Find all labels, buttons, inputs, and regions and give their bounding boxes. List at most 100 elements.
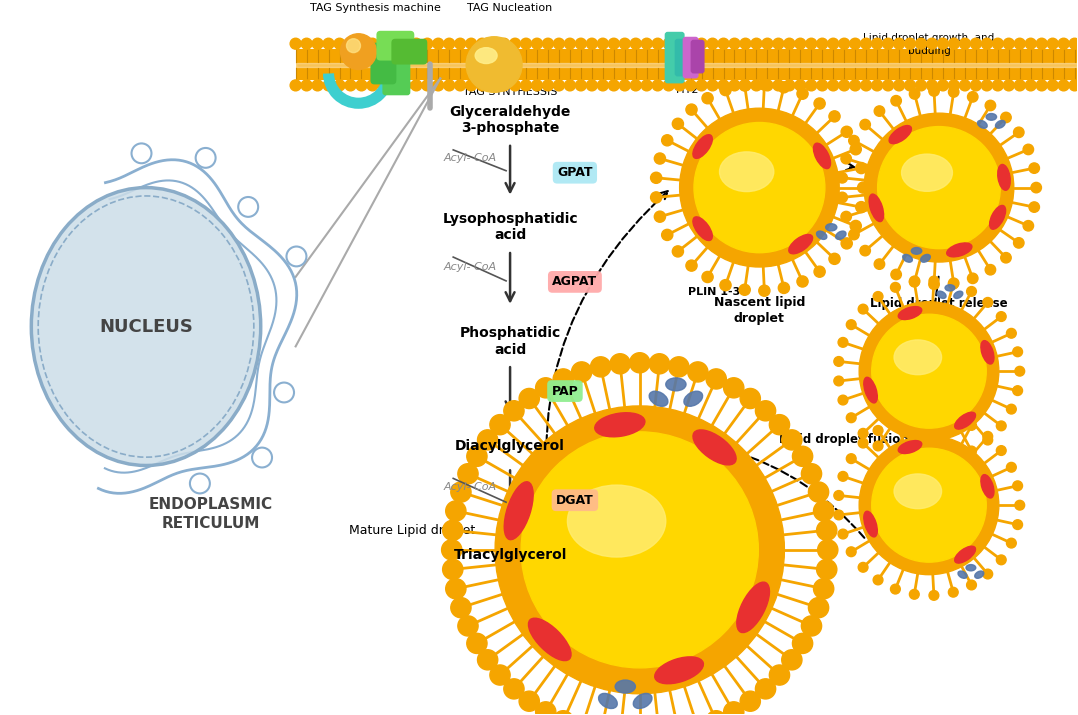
Circle shape: [751, 38, 762, 49]
Circle shape: [345, 38, 356, 49]
Text: Phosphatidic
acid: Phosphatidic acid: [459, 326, 561, 357]
Circle shape: [290, 38, 301, 49]
Circle shape: [334, 80, 345, 91]
Circle shape: [510, 80, 521, 91]
Circle shape: [706, 711, 727, 715]
Circle shape: [959, 80, 970, 91]
Ellipse shape: [978, 120, 987, 128]
Circle shape: [520, 388, 539, 408]
Circle shape: [663, 38, 674, 49]
Circle shape: [782, 430, 802, 450]
Circle shape: [1036, 80, 1047, 91]
Circle shape: [1012, 520, 1023, 530]
Circle shape: [1029, 163, 1039, 173]
Circle shape: [651, 192, 662, 203]
Ellipse shape: [633, 694, 652, 709]
Circle shape: [631, 80, 641, 91]
Circle shape: [631, 38, 641, 49]
Circle shape: [770, 415, 789, 435]
Circle shape: [400, 38, 411, 49]
Circle shape: [702, 272, 714, 282]
Circle shape: [860, 119, 870, 130]
Circle shape: [841, 238, 853, 249]
Text: Triacylglycerol: Triacylglycerol: [454, 548, 567, 562]
Ellipse shape: [937, 291, 946, 298]
Circle shape: [949, 453, 958, 463]
Circle shape: [817, 559, 837, 579]
Circle shape: [651, 172, 662, 183]
Ellipse shape: [789, 235, 813, 254]
Circle shape: [451, 482, 471, 502]
Circle shape: [801, 464, 821, 484]
Circle shape: [466, 38, 476, 49]
Text: PLIN 1-3: PLIN 1-3: [689, 287, 741, 297]
Ellipse shape: [598, 694, 618, 709]
Circle shape: [1014, 38, 1025, 49]
Circle shape: [466, 36, 522, 92]
Circle shape: [313, 80, 323, 91]
Circle shape: [773, 38, 784, 49]
Circle shape: [929, 457, 939, 466]
Circle shape: [520, 691, 539, 711]
Circle shape: [894, 38, 904, 49]
Ellipse shape: [719, 152, 774, 192]
Circle shape: [476, 38, 487, 49]
Circle shape: [729, 80, 740, 91]
Circle shape: [345, 80, 356, 91]
Ellipse shape: [595, 413, 645, 437]
Circle shape: [190, 473, 210, 493]
Circle shape: [367, 80, 378, 91]
Circle shape: [806, 38, 817, 49]
Text: Lipid droplet fusion: Lipid droplet fusion: [779, 433, 909, 446]
Circle shape: [938, 80, 949, 91]
Circle shape: [970, 38, 981, 49]
Circle shape: [848, 230, 859, 240]
Circle shape: [894, 80, 904, 91]
Text: AGPAT: AGPAT: [552, 275, 597, 288]
Circle shape: [756, 679, 776, 699]
Circle shape: [904, 38, 915, 49]
Circle shape: [571, 362, 592, 382]
Circle shape: [686, 38, 696, 49]
Circle shape: [828, 80, 839, 91]
Circle shape: [873, 292, 883, 301]
Circle shape: [751, 80, 762, 91]
Circle shape: [356, 80, 367, 91]
Circle shape: [851, 144, 861, 155]
Circle shape: [445, 501, 466, 521]
Circle shape: [981, 80, 993, 91]
Text: TAG SYNTHESSIS: TAG SYNTHESSIS: [462, 87, 557, 97]
Circle shape: [444, 38, 455, 49]
Ellipse shape: [995, 120, 1005, 128]
Circle shape: [838, 471, 848, 481]
Circle shape: [829, 253, 840, 265]
Circle shape: [478, 430, 498, 450]
Circle shape: [859, 435, 999, 575]
Circle shape: [996, 445, 1006, 455]
Circle shape: [814, 266, 825, 277]
Circle shape: [542, 80, 553, 91]
Circle shape: [996, 312, 1006, 322]
Circle shape: [808, 598, 829, 618]
Ellipse shape: [958, 571, 967, 578]
Text: Lipid droplet release: Lipid droplet release: [870, 297, 1008, 310]
Circle shape: [238, 197, 258, 217]
Circle shape: [531, 80, 542, 91]
Circle shape: [521, 432, 758, 668]
Circle shape: [718, 80, 729, 91]
Circle shape: [792, 633, 813, 654]
Circle shape: [455, 38, 466, 49]
Circle shape: [996, 421, 1006, 430]
Circle shape: [740, 80, 750, 91]
Ellipse shape: [816, 231, 827, 240]
Circle shape: [846, 454, 856, 463]
Circle shape: [834, 357, 844, 366]
Circle shape: [510, 38, 521, 49]
Circle shape: [949, 278, 959, 288]
Circle shape: [846, 320, 856, 330]
Circle shape: [817, 80, 828, 91]
Circle shape: [696, 80, 707, 91]
Circle shape: [926, 38, 938, 49]
Circle shape: [839, 80, 849, 91]
Circle shape: [834, 376, 844, 386]
